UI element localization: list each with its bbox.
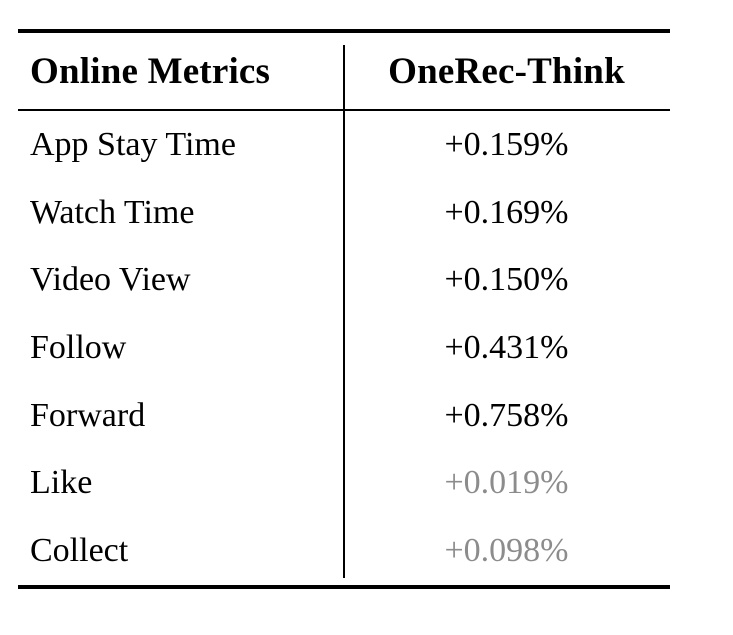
metric-label: App Stay Time xyxy=(30,125,236,163)
metric-label: Watch Time xyxy=(30,193,195,231)
online-metrics-table: Online Metrics OneRec-Think App Stay Tim… xyxy=(18,29,670,589)
metric-value: +0.758% xyxy=(444,396,569,434)
column-header-onerec-think: OneRec-Think xyxy=(388,50,625,92)
metric-value: +0.150% xyxy=(444,261,569,299)
table-body: App Stay Time +0.159% Watch Time +0.169%… xyxy=(18,111,670,585)
table-row: Like +0.019% xyxy=(18,449,670,517)
table-row: App Stay Time +0.159% xyxy=(18,111,670,179)
metric-label: Forward xyxy=(30,396,146,434)
table-row: Watch Time +0.169% xyxy=(18,179,670,247)
metric-label: Video View xyxy=(30,261,191,299)
metric-value-muted: +0.019% xyxy=(444,464,569,502)
metric-value: +0.169% xyxy=(444,193,569,231)
column-header-online-metrics: Online Metrics xyxy=(30,50,271,92)
metric-label: Like xyxy=(30,464,93,502)
metric-label: Collect xyxy=(30,531,129,569)
metric-label: Follow xyxy=(30,328,127,366)
table-row: Forward +0.758% xyxy=(18,382,670,450)
metric-value-muted: +0.098% xyxy=(444,531,569,569)
table-row: Follow +0.431% xyxy=(18,314,670,382)
table-header-row: Online Metrics OneRec-Think xyxy=(18,33,670,109)
table-bottom-rule xyxy=(18,584,670,589)
column-divider xyxy=(343,45,345,578)
metric-value: +0.159% xyxy=(444,125,569,163)
table-row: Collect +0.098% xyxy=(18,517,670,585)
table-row: Video View +0.150% xyxy=(18,246,670,314)
metric-value: +0.431% xyxy=(444,328,569,366)
table-top-rule xyxy=(18,29,670,33)
